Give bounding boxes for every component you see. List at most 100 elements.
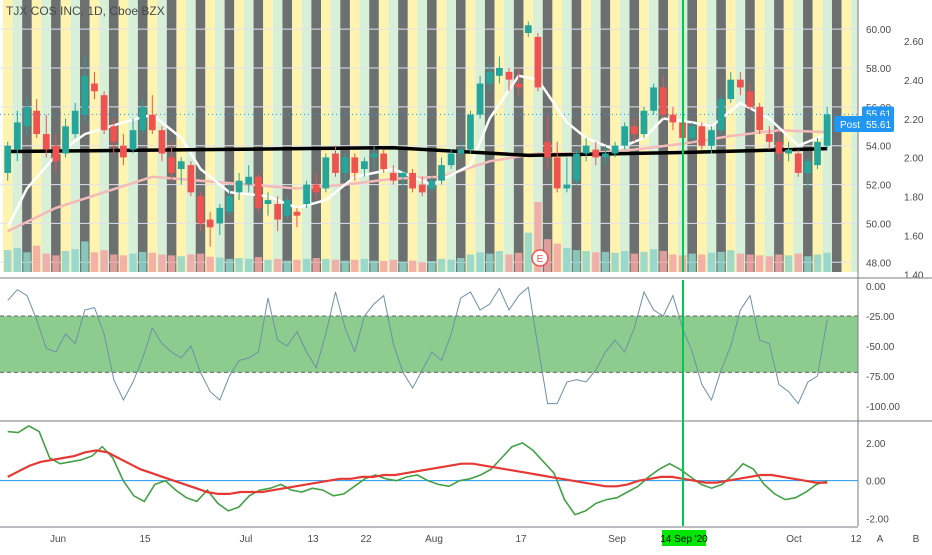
candle xyxy=(717,95,725,135)
candle xyxy=(486,64,494,92)
bg-stripe xyxy=(243,0,254,272)
volume-bar xyxy=(621,251,629,272)
candle xyxy=(573,149,580,185)
candle xyxy=(756,102,764,135)
candle-body xyxy=(235,180,243,193)
volume-bar xyxy=(707,252,716,272)
log-scale-button[interactable]: B xyxy=(913,534,920,545)
bg-stripe xyxy=(658,0,669,272)
volume-bar xyxy=(245,258,253,272)
candle-body xyxy=(727,79,735,100)
earnings-marker: E xyxy=(531,249,549,267)
candle-body xyxy=(592,149,600,158)
candle xyxy=(341,153,349,181)
candle xyxy=(563,157,571,193)
bg-stripe xyxy=(292,0,302,272)
x-tick-label: 13 xyxy=(307,534,319,545)
volume-bar xyxy=(466,254,475,272)
volume-bar xyxy=(351,259,359,272)
candle xyxy=(187,161,195,197)
candle xyxy=(553,141,561,193)
candle xyxy=(4,141,12,181)
candle-body xyxy=(804,161,812,173)
osc-tick-label: -50.00 xyxy=(866,342,895,353)
volume-bar xyxy=(61,251,70,272)
bg-stripe xyxy=(388,0,399,272)
volume-bar xyxy=(592,252,600,272)
date-highlight-bg xyxy=(662,530,706,546)
ratio-tick-label: 1.60 xyxy=(904,231,924,242)
candle xyxy=(399,169,407,189)
volume-bars xyxy=(4,202,831,272)
candle-body xyxy=(120,145,127,158)
candle xyxy=(428,176,436,193)
candle xyxy=(254,172,262,212)
bg-stripe xyxy=(851,0,861,272)
oscillator-pane xyxy=(0,286,858,405)
volume-bar xyxy=(4,250,12,272)
volume-bar xyxy=(582,251,590,272)
candle-body xyxy=(409,172,416,189)
bg-stripe xyxy=(446,0,456,272)
volume-bar xyxy=(649,249,658,272)
candle-body xyxy=(775,141,783,154)
volume-bar xyxy=(177,256,185,272)
candle xyxy=(303,180,310,208)
ratio-tick-label: 1.40 xyxy=(904,270,924,281)
x-tick-label: Oct xyxy=(786,534,802,545)
candle-body xyxy=(139,106,147,131)
bg-stripe xyxy=(137,0,148,272)
price-tick-label: 54.00 xyxy=(866,142,891,153)
volume-bar xyxy=(71,249,79,272)
volume-bar xyxy=(331,259,340,272)
volume-bar xyxy=(216,257,224,272)
x-tick-label: Jul xyxy=(240,534,253,545)
volume-bar xyxy=(322,258,330,272)
volume-bar xyxy=(139,251,147,272)
candle-body xyxy=(621,126,629,146)
volume-bar xyxy=(669,254,677,272)
candle-body xyxy=(264,200,272,204)
bg-stripe xyxy=(205,0,215,272)
bg-stripe xyxy=(311,0,322,272)
auto-scale-button[interactable]: A xyxy=(877,534,884,545)
post-price-tag-bg xyxy=(834,116,894,132)
candle xyxy=(62,118,69,158)
candle-body xyxy=(245,176,253,185)
volume-bar xyxy=(563,247,571,272)
candle xyxy=(592,141,600,166)
candle xyxy=(698,122,706,150)
volume-bar xyxy=(119,255,128,272)
x-tick-label: Jun xyxy=(50,534,66,545)
bg-stripe xyxy=(407,0,418,272)
volume-bar xyxy=(505,254,513,272)
chart-title: TJX COS INC, 1D, Cboe BZX xyxy=(6,4,165,18)
earnings-label: E xyxy=(537,254,544,265)
volume-bar xyxy=(52,255,60,272)
candle xyxy=(804,157,812,189)
volume-bar xyxy=(553,243,561,272)
volume-bar xyxy=(196,253,205,272)
candle xyxy=(669,106,677,131)
osc-tick-label: -75.00 xyxy=(866,372,895,383)
bg-stripe xyxy=(484,0,495,272)
volume-bar xyxy=(389,259,397,272)
candle xyxy=(727,71,735,103)
right-axis-bg xyxy=(858,0,932,550)
osc-tick-label: -100.00 xyxy=(866,402,900,413)
volume-bar xyxy=(293,259,301,272)
candle-body xyxy=(62,126,69,154)
bg-stripe xyxy=(668,0,678,272)
bg-stripe xyxy=(398,0,408,272)
bg-stripe xyxy=(253,0,264,272)
candle-body xyxy=(148,114,156,131)
volume-bar xyxy=(823,252,831,272)
candle xyxy=(746,83,754,111)
candle xyxy=(544,114,551,170)
candle-body xyxy=(71,110,79,135)
candle xyxy=(235,172,243,201)
volume-bar xyxy=(225,258,234,272)
volume-bar xyxy=(129,253,137,272)
candle xyxy=(534,33,542,92)
